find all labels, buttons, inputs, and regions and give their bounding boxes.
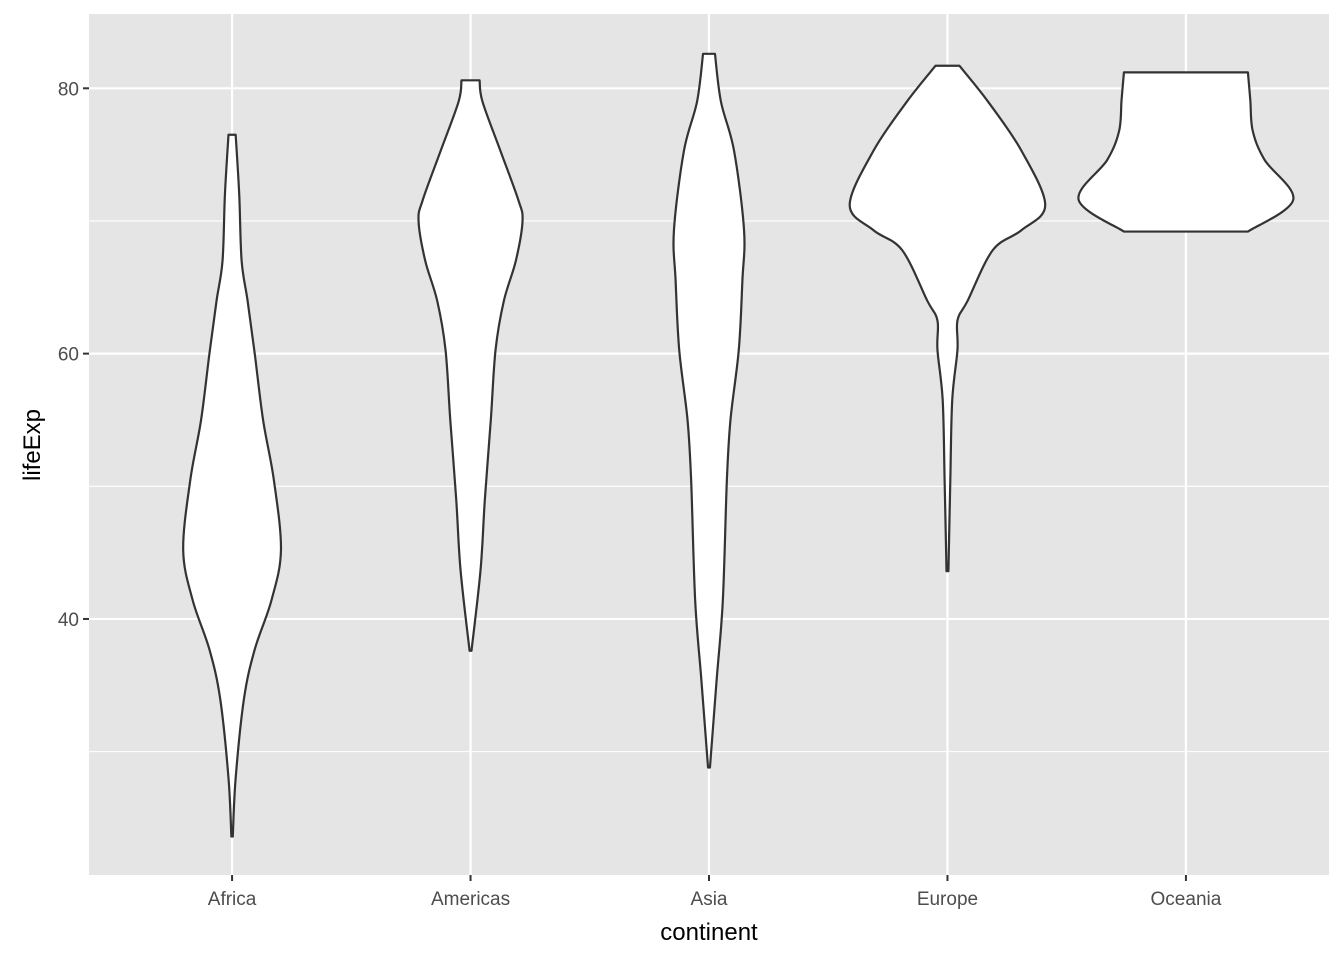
violin-africa	[182, 133, 283, 838]
violin-oceania	[1077, 71, 1295, 233]
x-tick-label: Oceania	[1151, 889, 1222, 910]
violins	[182, 52, 1295, 838]
x-tick-label: Europe	[917, 889, 978, 910]
violin-asia	[672, 52, 746, 769]
x-tick-label: Africa	[208, 889, 257, 910]
x-tick-label: Asia	[691, 889, 728, 910]
y-tick-label: 40	[58, 610, 79, 631]
y-tick-label: 80	[58, 79, 79, 100]
x-axis: Africa Americas Asia Europe Oceania	[208, 875, 1222, 910]
x-axis-title: continent	[660, 919, 758, 946]
violin-europe	[848, 64, 1047, 573]
violin-americas	[417, 79, 524, 652]
x-tick-label: Americas	[431, 889, 510, 910]
y-axis: 40 60 80	[58, 79, 89, 631]
y-tick-label: 60	[58, 345, 79, 366]
y-axis-title: lifeExp	[19, 409, 46, 481]
